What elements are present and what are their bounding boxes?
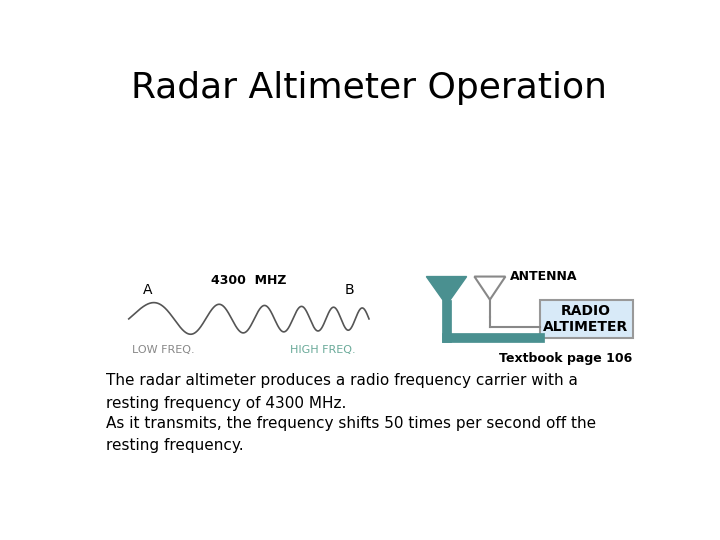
Text: As it transmits, the frequency shifts 50 times per second off the
resting freque: As it transmits, the frequency shifts 50… bbox=[106, 416, 595, 453]
Polygon shape bbox=[474, 276, 505, 300]
Polygon shape bbox=[426, 276, 467, 305]
Text: LOW FREQ.: LOW FREQ. bbox=[132, 345, 195, 355]
Text: Radar Altimeter Operation: Radar Altimeter Operation bbox=[131, 71, 607, 105]
Text: A: A bbox=[143, 282, 153, 296]
Text: 4300  MHZ: 4300 MHZ bbox=[211, 274, 287, 287]
FancyBboxPatch shape bbox=[539, 300, 632, 338]
Text: ALTIMETER: ALTIMETER bbox=[544, 320, 629, 334]
Text: RADIO: RADIO bbox=[561, 304, 611, 318]
Text: B: B bbox=[345, 282, 354, 296]
Text: Textbook page 106: Textbook page 106 bbox=[499, 353, 632, 366]
Text: HIGH FREQ.: HIGH FREQ. bbox=[289, 345, 355, 355]
Text: The radar altimeter produces a radio frequency carrier with a
resting frequency : The radar altimeter produces a radio fre… bbox=[106, 374, 577, 410]
Text: ANTENNA: ANTENNA bbox=[510, 270, 577, 283]
